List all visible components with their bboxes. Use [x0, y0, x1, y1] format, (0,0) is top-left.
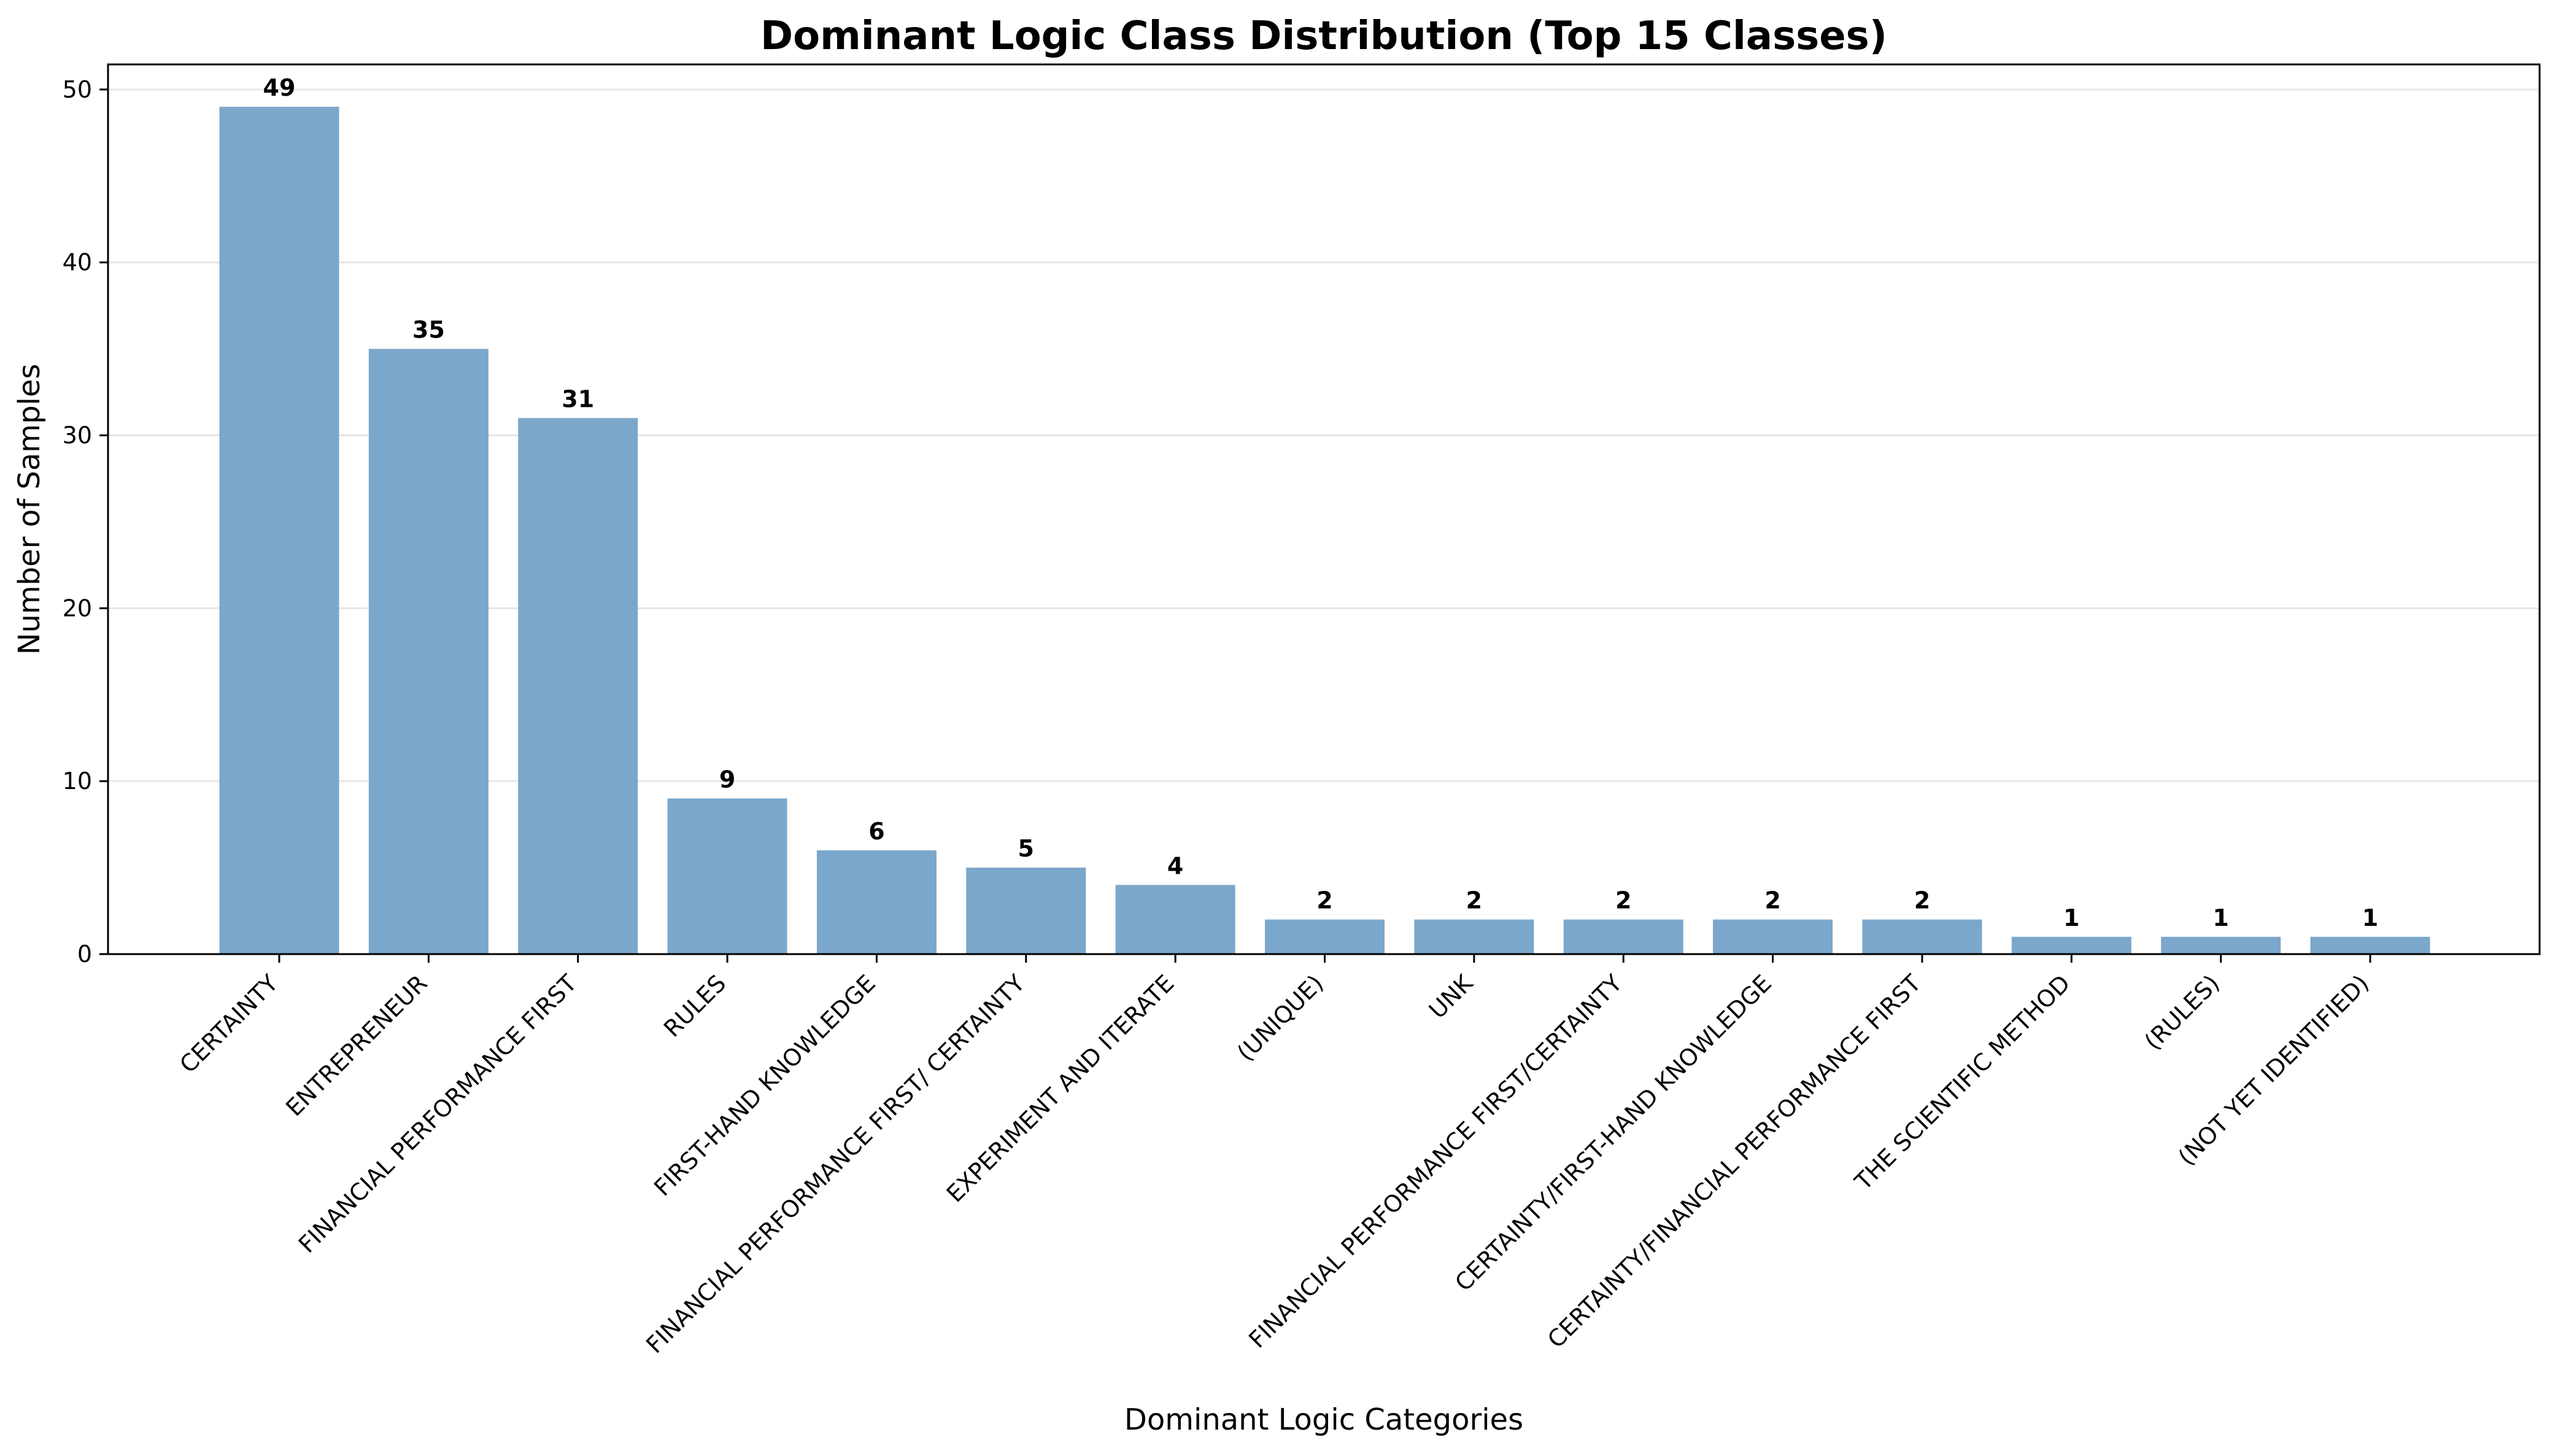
bar — [2161, 936, 2281, 954]
bar — [2310, 936, 2430, 954]
bar — [1414, 919, 1534, 954]
bar-value-label: 35 — [412, 317, 445, 344]
bar — [2011, 936, 2131, 954]
data-labels: 49 35 31 9 6 5 4 2 2 2 2 2 1 1 1 — [263, 74, 2379, 931]
x-tick-label: (UNIQUE) — [1232, 969, 1329, 1066]
bar-value-label: 1 — [2362, 904, 2378, 931]
bar-value-label: 2 — [1316, 887, 1332, 914]
bar — [1862, 919, 1982, 954]
bar — [1563, 919, 1683, 954]
bar-value-label: 1 — [2212, 904, 2228, 931]
y-tick-label: 50 — [63, 76, 92, 103]
chart-title: Dominant Logic Class Distribution (Top 1… — [760, 13, 1887, 59]
bar-value-label: 31 — [562, 385, 594, 412]
bar-value-label: 6 — [868, 818, 884, 845]
y-tick-label: 20 — [63, 595, 92, 622]
bar-value-label: 1 — [2063, 904, 2079, 931]
bar-value-label: 2 — [1466, 887, 1482, 914]
x-tick-label: CERTAINTY — [174, 969, 284, 1079]
bar-value-label: 2 — [1764, 887, 1780, 914]
x-tick-label: ENTREPRENEUR — [280, 969, 433, 1122]
y-tick-label: 30 — [63, 422, 92, 449]
bar — [667, 798, 787, 954]
y-tick-label: 40 — [63, 249, 92, 276]
bar — [1115, 885, 1235, 954]
bar-value-label: 2 — [1615, 887, 1631, 914]
x-tick-label: CERTAINTY/FIRST-HAND KNOWLEDGE — [1450, 969, 1777, 1296]
bar-value-label: 2 — [1914, 887, 1930, 914]
bar-value-label: 4 — [1167, 852, 1183, 879]
bar — [816, 850, 937, 954]
x-tick-label: FINANCIAL PERFORMANCE FIRST — [293, 969, 582, 1258]
x-axis-label: Dominant Logic Categories — [1124, 1403, 1523, 1437]
bar — [1265, 919, 1385, 954]
y-axis-label: Number of Samples — [12, 364, 47, 655]
bar-value-label: 9 — [719, 766, 735, 793]
bar — [518, 418, 638, 954]
bar-value-label: 5 — [1018, 835, 1034, 862]
bar — [1713, 919, 1833, 954]
bar — [368, 349, 489, 954]
y-axis-ticks: 0 10 20 30 40 50 — [63, 76, 108, 968]
x-tick-label: (RULES) — [2139, 969, 2225, 1055]
bar-value-label: 49 — [263, 74, 296, 101]
x-tick-label: RULES — [659, 969, 731, 1042]
bars — [219, 107, 2430, 955]
y-tick-label: 10 — [63, 768, 92, 795]
bar — [219, 107, 339, 955]
y-tick-label: 0 — [77, 941, 92, 968]
x-tick-label: UNK — [1424, 969, 1478, 1023]
bar — [966, 868, 1086, 954]
